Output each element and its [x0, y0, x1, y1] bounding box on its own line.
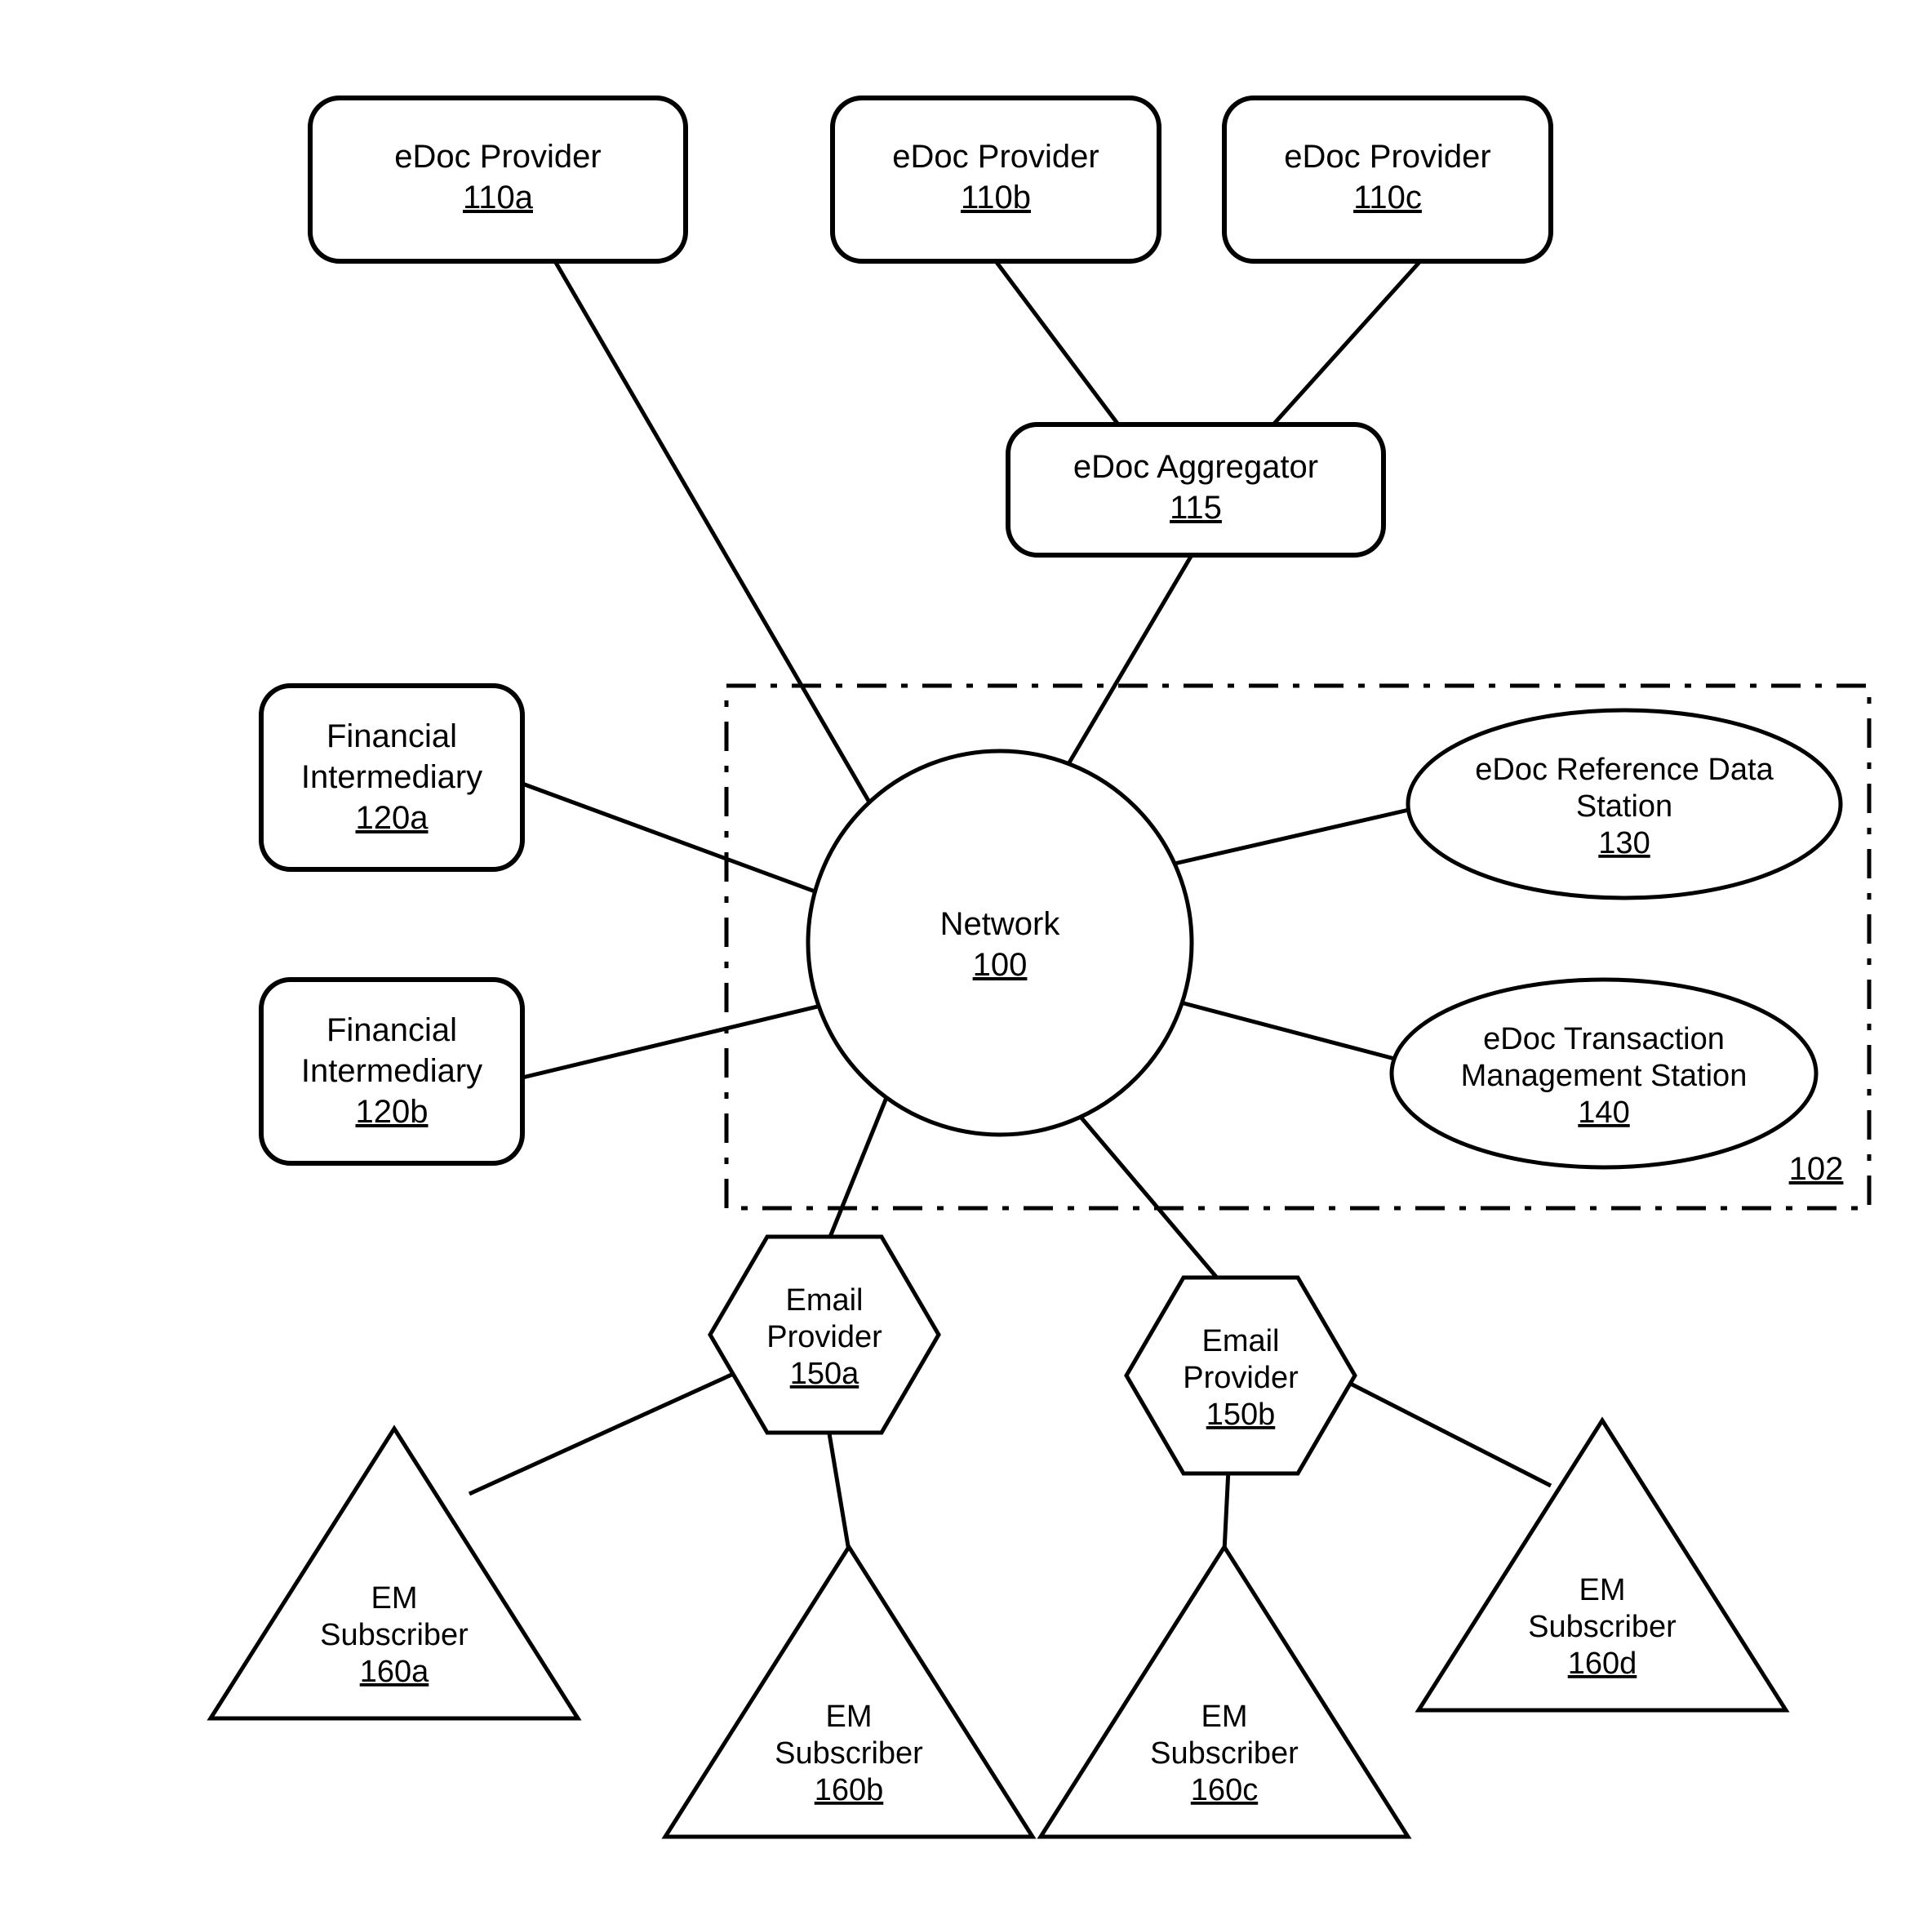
- network-label: Network: [940, 906, 1061, 942]
- provider-a-label: eDoc Provider: [394, 139, 601, 175]
- txmgmt-label2: Management Station: [1461, 1059, 1748, 1093]
- sub-c-label2: Subscriber: [1150, 1736, 1299, 1771]
- provider-c-ref: 110c: [1353, 180, 1422, 216]
- sub-d-ref: 160d: [1568, 1647, 1637, 1681]
- node-sub-b: EM Subscriber 160b: [665, 1547, 1033, 1837]
- fin-a-label2: Intermediary: [301, 759, 482, 795]
- node-provider-b: eDoc Provider 110b: [833, 98, 1159, 261]
- node-aggregator: eDoc Aggregator 115: [1008, 424, 1383, 555]
- emailp-a-label1: Email: [785, 1283, 863, 1318]
- provider-b-ref: 110b: [961, 180, 1031, 216]
- sub-d-label2: Subscriber: [1528, 1610, 1677, 1644]
- sub-a-label1: EM: [371, 1581, 418, 1616]
- provider-b-label: eDoc Provider: [892, 139, 1099, 175]
- network-diagram: 102 eDoc Provider 110a eDoc Provider 110…: [0, 0, 1932, 1916]
- emailp-a-label2: Provider: [766, 1320, 882, 1354]
- sub-c-ref: 160c: [1191, 1773, 1258, 1807]
- node-network: Network 100: [808, 751, 1192, 1135]
- refdata-label2: Station: [1576, 789, 1672, 824]
- node-provider-a: eDoc Provider 110a: [310, 98, 686, 261]
- txmgmt-ref: 140: [1578, 1096, 1629, 1130]
- fin-b-label1: Financial: [326, 1012, 457, 1048]
- sub-b-ref: 160b: [815, 1773, 884, 1807]
- sub-a-label2: Subscriber: [320, 1618, 469, 1652]
- node-refdata: eDoc Reference Data Station 130: [1408, 710, 1841, 898]
- node-provider-c: eDoc Provider 110c: [1224, 98, 1551, 261]
- sub-c-label1: EM: [1201, 1700, 1248, 1734]
- node-sub-d: EM Subscriber 160d: [1419, 1420, 1786, 1710]
- emailp-b-label1: Email: [1201, 1324, 1279, 1358]
- region-ref: 102: [1789, 1151, 1844, 1187]
- sub-d-label1: EM: [1579, 1573, 1626, 1607]
- node-fin-a: Financial Intermediary 120a: [261, 686, 522, 869]
- network-ref: 100: [973, 947, 1028, 983]
- node-sub-a: EM Subscriber 160a: [211, 1429, 578, 1718]
- txmgmt-label1: eDoc Transaction: [1483, 1022, 1725, 1056]
- provider-c-label: eDoc Provider: [1284, 139, 1490, 175]
- node-emailp-a: Email Provider 150a: [710, 1237, 939, 1433]
- node-sub-c: EM Subscriber 160c: [1041, 1547, 1408, 1837]
- aggregator-ref: 115: [1170, 490, 1222, 526]
- emailp-b-label2: Provider: [1183, 1361, 1299, 1395]
- provider-a-ref: 110a: [463, 180, 534, 216]
- emailp-a-ref: 150a: [790, 1357, 859, 1391]
- node-emailp-b: Email Provider 150b: [1126, 1278, 1355, 1473]
- fin-a-label1: Financial: [326, 718, 457, 754]
- fin-a-ref: 120a: [356, 800, 429, 836]
- aggregator-label: eDoc Aggregator: [1073, 449, 1318, 485]
- sub-a-ref: 160a: [360, 1655, 429, 1689]
- sub-b-label1: EM: [826, 1700, 873, 1734]
- node-txmgmt: eDoc Transaction Management Station 140: [1392, 980, 1816, 1167]
- sub-b-label2: Subscriber: [775, 1736, 923, 1771]
- node-fin-b: Financial Intermediary 120b: [261, 980, 522, 1163]
- refdata-label1: eDoc Reference Data: [1475, 753, 1774, 787]
- fin-b-label2: Intermediary: [301, 1053, 482, 1089]
- fin-b-ref: 120b: [356, 1094, 429, 1130]
- refdata-ref: 130: [1598, 826, 1650, 860]
- emailp-b-ref: 150b: [1206, 1398, 1276, 1432]
